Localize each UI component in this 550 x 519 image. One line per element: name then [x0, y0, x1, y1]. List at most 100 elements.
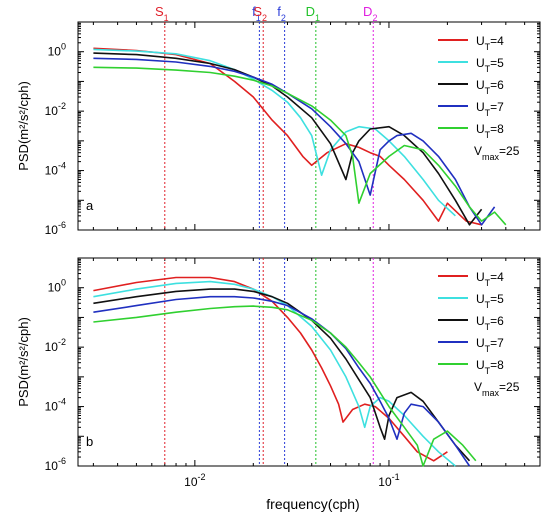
y-tick-label: 10-6 — [45, 220, 66, 237]
series-line — [93, 57, 496, 226]
legend-entry-label: UT=5 — [476, 292, 504, 310]
legend-entry-label: UT=8 — [476, 358, 504, 376]
series-line — [93, 295, 471, 467]
marker-letter: D — [363, 4, 372, 19]
vmax-prefix: V — [474, 380, 482, 394]
legend-prefix: U — [476, 34, 485, 48]
legend-subscript: T — [485, 42, 491, 52]
panel-label: b — [86, 434, 93, 449]
series-line — [93, 52, 483, 226]
y-tick-exponent: -2 — [58, 337, 66, 347]
y-tick-exponent: -4 — [58, 161, 66, 171]
legend-subscript: T — [485, 322, 491, 332]
y-tick-label: 10-6 — [45, 456, 66, 473]
legend-subscript: T — [485, 344, 491, 354]
legend-subscript: T — [485, 300, 491, 310]
vmax-subscript: max — [482, 388, 500, 398]
legend-prefix: U — [476, 336, 485, 350]
vmax-prefix: V — [474, 144, 482, 158]
y-tick-exponent: -2 — [58, 101, 66, 111]
y-tick-exponent: -4 — [58, 397, 66, 407]
legend-value: =8 — [490, 358, 504, 372]
series-line — [93, 288, 471, 462]
series-line — [93, 47, 482, 226]
legend-entry-label: UT=4 — [476, 34, 504, 52]
legend-subscript: T — [485, 64, 491, 74]
legend-entry-label: UT=7 — [476, 336, 504, 354]
marker-letter: S — [155, 4, 164, 19]
legend-subscript: T — [485, 108, 491, 118]
vmax-value: =25 — [499, 144, 520, 158]
legend-prefix: U — [476, 270, 485, 284]
legend-value: =8 — [490, 122, 504, 136]
frequency-marker-label: f1 — [252, 4, 261, 23]
legend-value: =5 — [490, 56, 504, 70]
legend-prefix: U — [476, 78, 485, 92]
series-line — [93, 280, 456, 467]
marker-subscript: 2 — [372, 13, 377, 23]
marker-subscript: 1 — [315, 13, 320, 23]
legend-entry-label: UT=8 — [476, 122, 504, 140]
legend-value: =4 — [490, 34, 504, 48]
x-axis-label: frequency(cph) — [266, 496, 359, 512]
plot-frame — [77, 21, 541, 231]
frequency-marker-label: D2 — [363, 4, 377, 23]
y-tick-label: 10-2 — [45, 337, 66, 354]
marker-letter: D — [306, 4, 315, 19]
series-line — [93, 66, 507, 226]
x-tick-label: 10-1 — [378, 472, 399, 489]
frequency-marker-label: f2 — [277, 4, 286, 23]
marker-subscript: 1 — [256, 13, 261, 23]
frequency-marker-label: S1 — [155, 4, 169, 23]
legend-subscript: T — [485, 130, 491, 140]
y-tick-label: 100 — [48, 278, 66, 295]
frequency-marker-label: D1 — [306, 4, 320, 23]
legend-prefix: U — [476, 56, 485, 70]
legend-prefix: U — [476, 314, 485, 328]
y-tick-label: 10-4 — [45, 397, 66, 414]
legend-subscript: T — [485, 278, 491, 288]
legend-entry-label: UT=5 — [476, 56, 504, 74]
legend-prefix: U — [476, 100, 485, 114]
x-tick-label: 10-2 — [184, 472, 205, 489]
legend-subscript: T — [485, 86, 491, 96]
legend-value: =4 — [490, 270, 504, 284]
vmax-value: =25 — [499, 380, 520, 394]
legend-vmax: Vmax=25 — [474, 380, 520, 398]
legend-value: =5 — [490, 292, 504, 306]
x-tick-exponent: -1 — [392, 472, 400, 482]
y-tick-exponent: -6 — [58, 220, 66, 230]
legend-subscript: T — [485, 366, 491, 376]
y-tick-exponent: 0 — [61, 42, 66, 52]
legend-entry-label: UT=7 — [476, 100, 504, 118]
legend-value: =6 — [490, 314, 504, 328]
marker-subscript: 2 — [281, 13, 286, 23]
y-axis-label: PSD(m²/s²/cph) — [16, 81, 31, 171]
y-tick-label: 10-4 — [45, 161, 66, 178]
frequency-marker-label: S2 — [253, 4, 267, 23]
marker-subscript: 1 — [164, 13, 169, 23]
y-tick-exponent: -6 — [58, 456, 66, 466]
legend-value: =7 — [490, 100, 504, 114]
vmax-subscript: max — [482, 152, 500, 162]
legend-prefix: U — [476, 358, 485, 372]
series-line — [93, 305, 477, 467]
series-line — [93, 48, 456, 217]
legend-entry-label: UT=4 — [476, 270, 504, 288]
marker-letter: f — [252, 4, 256, 19]
marker-letter: S — [253, 4, 262, 19]
plot-frame — [77, 257, 541, 467]
y-tick-exponent: 0 — [61, 278, 66, 288]
y-tick-label: 100 — [48, 42, 66, 59]
x-tick-exponent: -2 — [198, 472, 206, 482]
y-tick-label: 10-2 — [45, 101, 66, 118]
legend-value: =6 — [490, 78, 504, 92]
series-line — [93, 276, 448, 462]
legend-prefix: U — [476, 122, 485, 136]
legend-entry-label: UT=6 — [476, 78, 504, 96]
legend-vmax: Vmax=25 — [474, 144, 520, 162]
